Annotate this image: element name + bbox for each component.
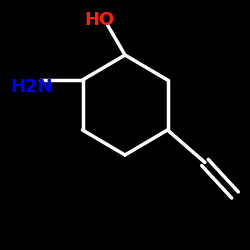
Text: HO: HO bbox=[85, 11, 115, 29]
Text: H2N: H2N bbox=[10, 78, 52, 96]
